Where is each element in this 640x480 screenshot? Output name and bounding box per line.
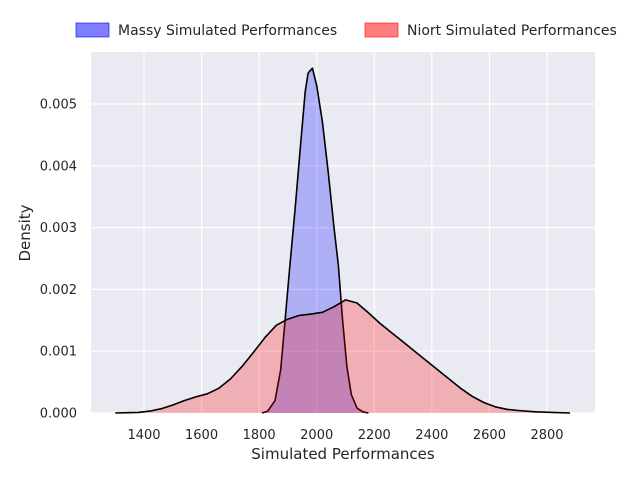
x-tick-labels: 1400 1600 1800 2000 2200 2400 2600 2800 — [127, 428, 563, 443]
x-tick-label-0: 1400 — [127, 428, 160, 443]
x-tick-label-4: 2200 — [358, 428, 391, 443]
x-tick-label-6: 2600 — [473, 428, 506, 443]
legend-swatch-0 — [75, 22, 110, 38]
x-tick-label-2: 1800 — [243, 428, 276, 443]
y-tick-label-4: 0.004 — [40, 159, 77, 174]
series-line-1 — [115, 299, 571, 414]
y-tick-labels: 0.000 0.001 0.002 0.003 0.004 0.005 — [40, 98, 77, 422]
grid — [91, 52, 595, 414]
x-tick-label-5: 2400 — [415, 428, 448, 443]
legend-label-1: Niort Simulated Performances — [407, 23, 617, 39]
y-tick-label-5: 0.005 — [40, 98, 77, 113]
x-axis-title: Simulated Performances — [251, 445, 435, 463]
y-tick-label-0: 0.000 — [40, 407, 77, 422]
series-area-0 — [262, 68, 369, 413]
series-line-0 — [261, 67, 369, 414]
x-tick-label-3: 2000 — [300, 428, 333, 443]
x-tick-label-7: 2800 — [530, 428, 563, 443]
y-tick-label-1: 0.001 — [40, 345, 77, 360]
y-tick-label-2: 0.002 — [40, 283, 77, 298]
plot-background — [91, 52, 595, 413]
legend-swatch-1 — [364, 22, 399, 38]
y-axis-title: Density — [16, 204, 34, 261]
y-tick-label-3: 0.003 — [40, 221, 77, 236]
legend-label-0: Massy Simulated Performances — [118, 23, 337, 39]
series-layer — [115, 67, 571, 414]
legend: Massy Simulated Performances Niort Simula… — [75, 22, 617, 39]
x-tick-label-1: 1600 — [185, 428, 218, 443]
series-area-1 — [115, 299, 570, 413]
